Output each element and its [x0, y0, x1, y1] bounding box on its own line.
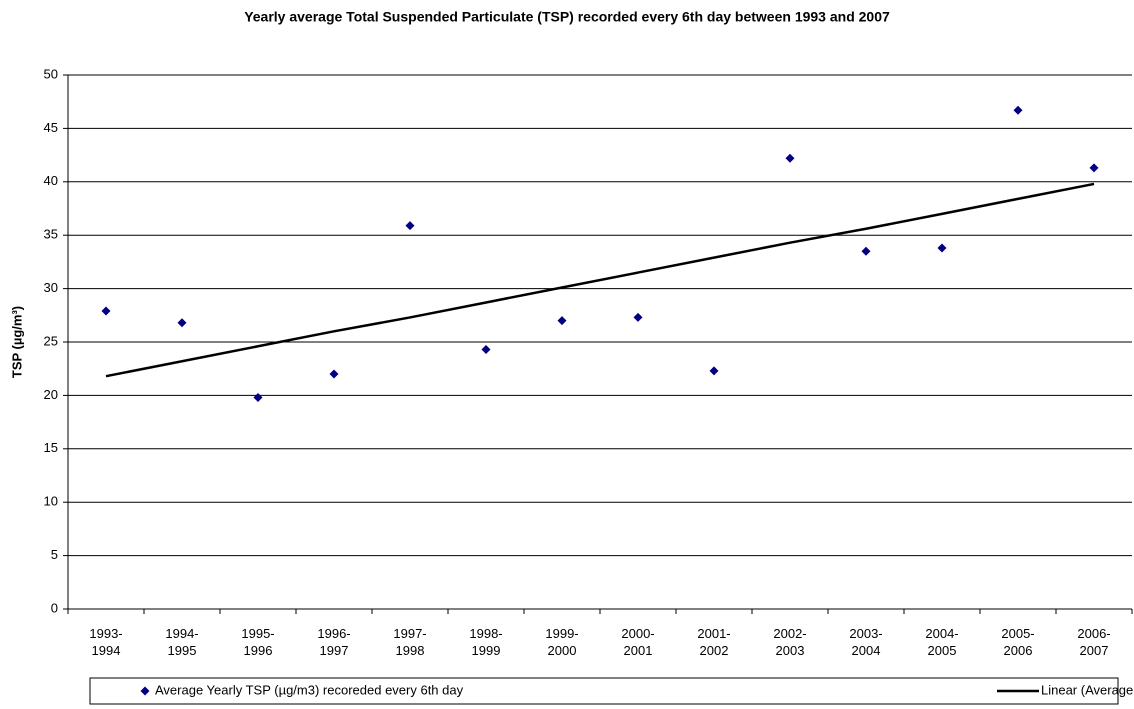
x-tick-label: 2004-2005: [925, 626, 958, 658]
x-tick-label: 2006-2007: [1077, 626, 1110, 658]
data-point: [1089, 163, 1099, 173]
y-tick-label: 20: [44, 387, 58, 402]
data-point: [709, 366, 719, 376]
y-tick-label: 0: [51, 600, 58, 615]
x-tick-label: 2005-2006: [1001, 626, 1034, 658]
data-point: [1013, 105, 1023, 115]
data-point: [861, 246, 871, 256]
chart-title: Yearly average Total Suspended Particula…: [244, 9, 890, 25]
y-tick-label: 45: [44, 120, 58, 135]
data-point: [101, 306, 111, 316]
x-tick-label: 1996-1997: [317, 626, 350, 658]
y-axis-label: TSP (µg/m³): [9, 306, 24, 378]
data-point: [405, 221, 415, 231]
y-tick-label: 5: [51, 547, 58, 562]
data-point: [785, 153, 795, 163]
x-tick-label: 1998-1999: [469, 626, 502, 658]
y-tick-label: 10: [44, 494, 58, 509]
legend-label: Linear (Average Yearly TSP (µg/m3) recor…: [1041, 682, 1134, 697]
x-tick-label: 2002-2003: [773, 626, 806, 658]
data-point: [937, 243, 947, 253]
x-tick-label: 1999-2000: [545, 626, 578, 658]
x-tick-label: 2001-2002: [697, 626, 730, 658]
x-tick-label: 1995-1996: [241, 626, 274, 658]
data-point: [557, 316, 567, 326]
y-tick-label: 25: [44, 333, 58, 348]
x-tick-label: 1997-1998: [393, 626, 426, 658]
trend-line: [105, 182, 1095, 378]
data-point: [633, 312, 643, 322]
y-tick-label: 15: [44, 440, 58, 455]
data-point: [481, 344, 491, 354]
x-tick-label: 2003-2004: [849, 626, 882, 658]
data-point: [177, 318, 187, 328]
data-point: [253, 393, 263, 403]
y-tick-label: 50: [44, 66, 58, 81]
legend-box: [89, 677, 1119, 705]
y-tick-label: 35: [44, 227, 58, 242]
legend-label: Average Yearly TSP (µg/m3) recoreded eve…: [155, 682, 464, 697]
data-point: [329, 369, 339, 379]
x-tick-label: 1994-1995: [165, 626, 198, 658]
y-tick-label: 40: [44, 173, 58, 188]
y-tick-label: 30: [44, 280, 58, 295]
x-tick-label: 2000-2001: [621, 626, 654, 658]
legend-marker: [140, 686, 150, 696]
x-tick-label: 1993-1994: [89, 626, 122, 658]
